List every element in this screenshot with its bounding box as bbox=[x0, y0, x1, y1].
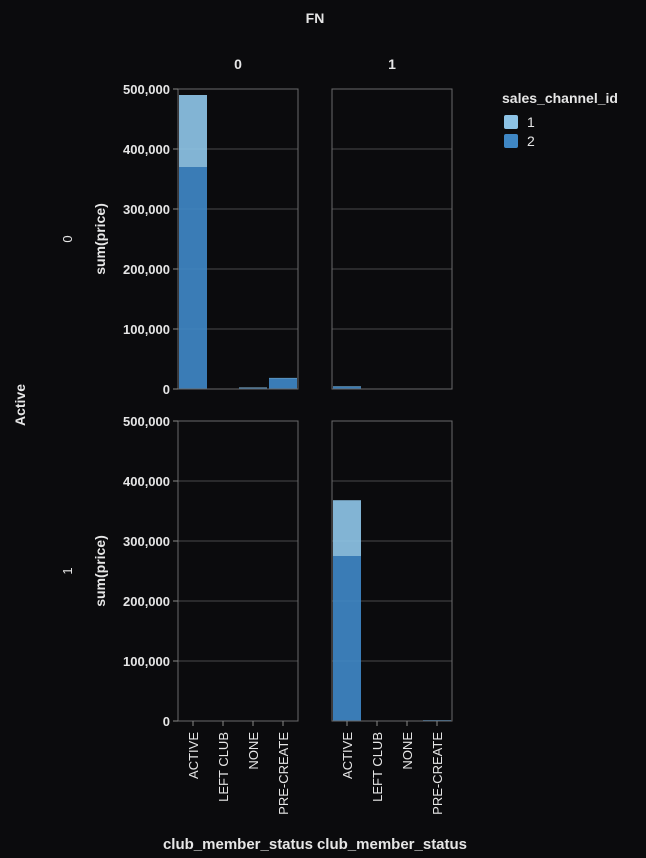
y-tick-label-r0c0: 300,000 bbox=[123, 202, 170, 217]
y-tick-label-r1c0: 300,000 bbox=[123, 534, 170, 549]
x-tick-label-r1c0: PRE-CREATE bbox=[276, 732, 291, 815]
column-facet-title: FN bbox=[306, 10, 325, 26]
bar-r0c1-active-channel-1 bbox=[333, 386, 361, 387]
bar-r0c0-none-channel-2 bbox=[239, 387, 267, 389]
column-header-0: 0 bbox=[234, 56, 242, 72]
legend-label-2: 2 bbox=[527, 133, 535, 149]
column-header-1: 1 bbox=[388, 56, 396, 72]
x-tick-label-r1c1: ACTIVE bbox=[340, 732, 355, 779]
x-tick-label-r1c0: LEFT CLUB bbox=[216, 732, 231, 802]
bar-r0c1-active-channel-2 bbox=[333, 386, 361, 389]
y-tick-label-r1c0: 500,000 bbox=[123, 414, 170, 429]
y-tick-label-r1c0: 100,000 bbox=[123, 654, 170, 669]
bar-r1c1-active-channel-1 bbox=[333, 500, 361, 556]
x-tick-label-r1c0: ACTIVE bbox=[186, 732, 201, 779]
y-tick-label-r0c0: 400,000 bbox=[123, 142, 170, 157]
legend-title: sales_channel_id bbox=[502, 90, 618, 106]
panel-frame-r1c0 bbox=[177, 420, 299, 722]
panel-frame-r0c0 bbox=[177, 88, 299, 390]
y-tick-label-r0c0: 0 bbox=[163, 382, 170, 397]
y-tick-label-r0c0: 200,000 bbox=[123, 262, 170, 277]
y-tick-label-r1c0: 0 bbox=[163, 714, 170, 729]
x-axis-title-col-1: club_member_status bbox=[317, 836, 467, 853]
legend-swatch-2 bbox=[504, 134, 518, 148]
x-axis-title-col-0: club_member_status bbox=[163, 836, 313, 853]
panel-frame-r0c1 bbox=[331, 88, 453, 390]
bar-r0c0-active-channel-1 bbox=[179, 95, 207, 167]
y-tick-label-r1c0: 400,000 bbox=[123, 474, 170, 489]
bar-r0c0-pre-create-channel-2 bbox=[269, 378, 297, 389]
x-tick-label-r1c1: PRE-CREATE bbox=[430, 732, 445, 815]
y-tick-label-r0c0: 100,000 bbox=[123, 322, 170, 337]
x-tick-label-r1c0: NONE bbox=[246, 732, 261, 770]
y-axis-title-r0c0: sum(price) bbox=[92, 203, 108, 275]
bar-r0c0-active-channel-2 bbox=[179, 167, 207, 389]
bar-r0c0-pre-create-channel-1 bbox=[269, 377, 297, 379]
row-header-0: 0 bbox=[60, 235, 75, 242]
panel-frame-r1c1 bbox=[331, 420, 453, 722]
legend-swatch-1 bbox=[504, 115, 518, 129]
row-facet-title: Active bbox=[12, 384, 28, 426]
x-tick-label-r1c1: NONE bbox=[400, 732, 415, 770]
bar-r0c0-none-channel-1 bbox=[239, 387, 267, 388]
x-tick-label-r1c1: LEFT CLUB bbox=[370, 732, 385, 802]
y-tick-label-r1c0: 200,000 bbox=[123, 594, 170, 609]
bar-r1c1-active-channel-2 bbox=[333, 556, 361, 721]
y-tick-label-r0c0: 500,000 bbox=[123, 82, 170, 97]
legend-label-1: 1 bbox=[527, 114, 535, 130]
y-axis-title-r1c0: sum(price) bbox=[92, 535, 108, 607]
row-header-1: 1 bbox=[60, 567, 75, 574]
